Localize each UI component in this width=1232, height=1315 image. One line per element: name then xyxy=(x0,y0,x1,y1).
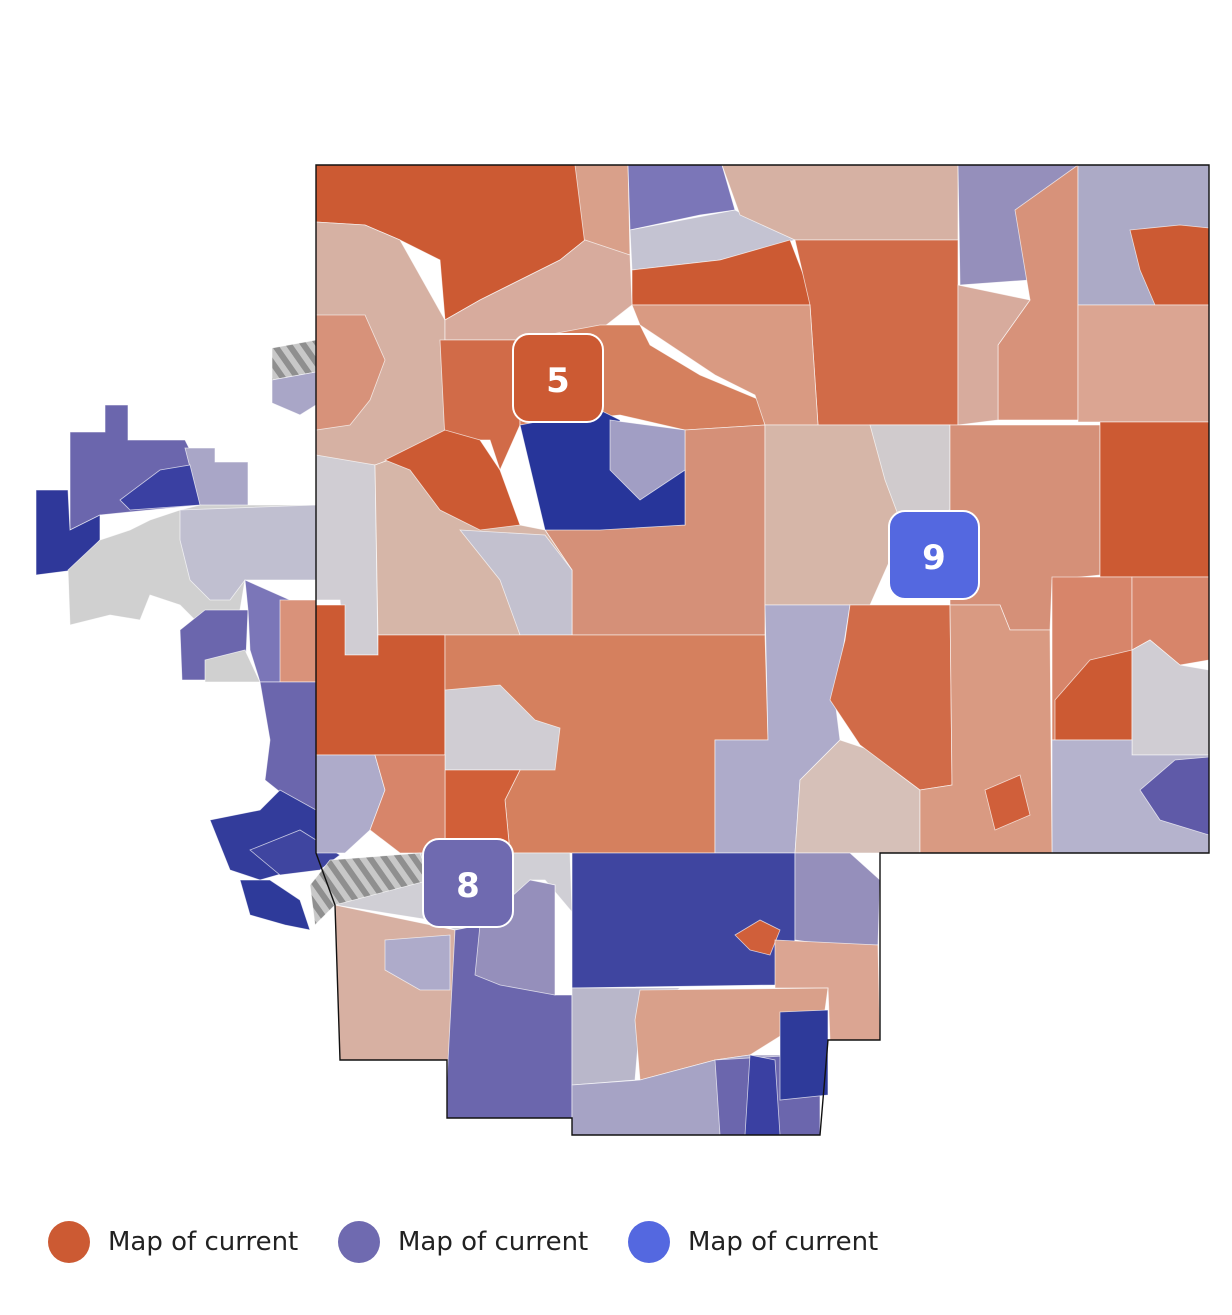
district-markers: 5 9 8 xyxy=(422,333,980,928)
legend-label: Map of current xyxy=(688,1227,878,1257)
marker-label: 9 xyxy=(922,538,946,578)
legend-label: Map of current xyxy=(108,1227,298,1257)
marker-label: 5 xyxy=(546,361,570,401)
marker-badge xyxy=(512,333,604,423)
legend-swatch xyxy=(48,1221,90,1263)
legend-swatch xyxy=(628,1221,670,1263)
marker-badge xyxy=(888,510,980,600)
legend-swatch xyxy=(338,1221,380,1263)
marker-label: 8 xyxy=(456,866,480,906)
legend: Map of current Map of current Map of curre… xyxy=(48,1221,878,1263)
marker-badge xyxy=(422,838,514,928)
map-regions xyxy=(35,164,1210,1136)
main-border xyxy=(315,164,1210,1136)
legend-label: Map of current xyxy=(398,1227,588,1257)
